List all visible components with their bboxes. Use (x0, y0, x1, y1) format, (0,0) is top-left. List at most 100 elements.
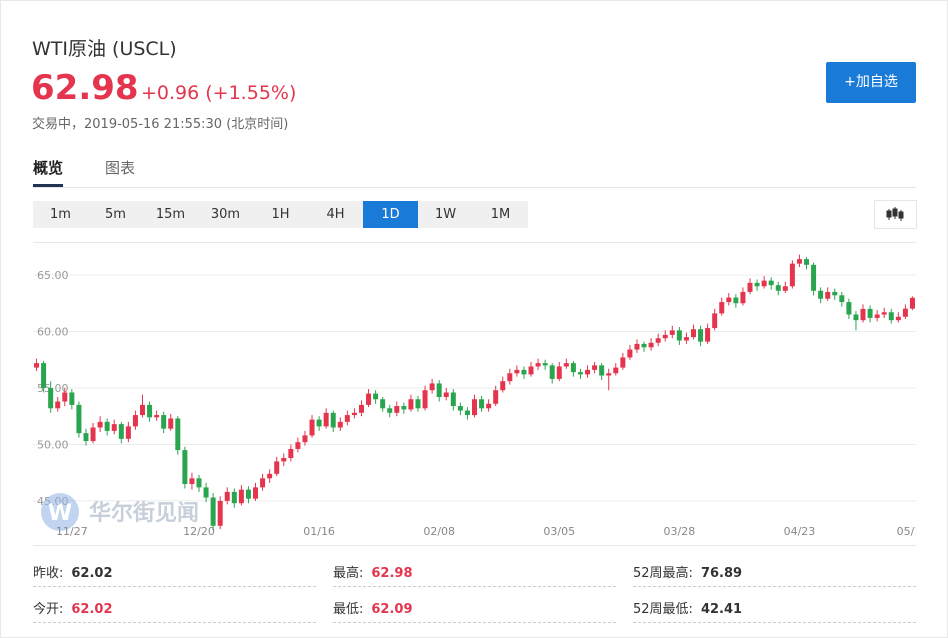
x-tick-label: 05/16 (897, 525, 916, 538)
candle-body (344, 415, 350, 422)
candle-body (648, 342, 654, 348)
candle-body (669, 330, 675, 335)
candle-body (754, 282, 760, 287)
candle-body (867, 308, 873, 318)
stat-value: 62.09 (371, 602, 413, 617)
interval-button[interactable]: 1H (271, 207, 290, 222)
candle-body (168, 418, 174, 429)
candle-body (295, 442, 301, 449)
stat-label: 52周最高: (633, 566, 693, 581)
tab[interactable]: 图表 (105, 159, 136, 177)
candle-body (132, 415, 138, 427)
candle-body (260, 478, 266, 488)
candle-body (337, 421, 343, 428)
candle-body (662, 334, 668, 339)
candle-body (401, 406, 407, 410)
stat-label: 昨收: (33, 566, 64, 581)
candle-body (909, 297, 915, 309)
interval-button[interactable]: 15m (155, 207, 186, 222)
add-watchlist-button[interactable]: +加自选 (826, 62, 916, 103)
candle-body (450, 392, 456, 407)
candle-body (34, 363, 40, 368)
candle-body (683, 337, 689, 341)
candle-body (387, 408, 393, 413)
candle-body (500, 381, 506, 391)
y-tick-label: 65.00 (37, 269, 69, 282)
candle-body (224, 491, 230, 501)
candle-body (479, 399, 485, 409)
candle-body (811, 264, 817, 291)
candle-body (281, 458, 287, 462)
x-tick-label: 03/05 (543, 525, 575, 538)
candle-body (245, 489, 251, 499)
interval-button[interactable]: 1D (363, 201, 418, 228)
candle-body (655, 338, 661, 343)
candle-body (394, 406, 400, 413)
candle-body (747, 282, 753, 292)
candle-body (55, 401, 61, 409)
watermark-text: 华尔街见闻 (89, 500, 199, 526)
stat: 52周最高: 76.89 (633, 562, 742, 581)
candle-body (712, 313, 718, 329)
candle-body (535, 363, 541, 367)
stat-value: 62.02 (71, 602, 113, 617)
candle-icon (886, 207, 904, 221)
candle-body (104, 421, 110, 431)
candle-body (874, 314, 880, 318)
candle-body (796, 259, 802, 264)
interval-button[interactable]: 1W (434, 207, 457, 222)
instrument-title: WTI原油 (USCL) (32, 38, 177, 60)
candle-body (620, 357, 626, 368)
candle-body (76, 404, 82, 434)
x-tick-label: 01/16 (303, 525, 335, 538)
candle-body (97, 421, 103, 428)
candle-body (634, 343, 640, 350)
candle-body (719, 302, 725, 314)
candle-body (161, 415, 167, 429)
candle-body (514, 369, 520, 374)
interval-button[interactable]: 5m (105, 207, 126, 222)
stat-value: 62.02 (71, 566, 113, 581)
stat: 今开: 62.02 (33, 598, 113, 617)
candle-body (189, 478, 195, 484)
candle-body (182, 450, 188, 484)
x-tick-label: 11/27 (56, 525, 88, 538)
stat-value: 76.89 (700, 566, 743, 581)
interval-button[interactable]: 1m (50, 207, 71, 222)
candle-body (761, 280, 767, 287)
interval-button[interactable]: 1M (490, 207, 511, 222)
candle-body (895, 316, 901, 321)
candle-body (839, 295, 845, 303)
candle-body (147, 404, 153, 418)
tab[interactable]: 概览 (33, 159, 64, 187)
divider (633, 622, 916, 623)
candle-body (570, 363, 576, 373)
candle-body (853, 314, 859, 321)
candle-body (422, 390, 428, 409)
candle-body (380, 399, 386, 409)
candle-body (231, 491, 237, 504)
candle-body (888, 312, 894, 321)
x-tick-label: 12/20 (183, 525, 215, 538)
interval-button[interactable]: 30m (210, 207, 241, 222)
candle-body (83, 433, 89, 442)
candle-body (302, 435, 308, 443)
candle-body (606, 373, 612, 376)
y-tick-label: 50.00 (37, 438, 69, 451)
candle-body (111, 424, 117, 431)
candle-body (217, 500, 223, 526)
candle-body (846, 302, 852, 315)
candle-body (373, 393, 379, 400)
candle-body (274, 461, 280, 474)
y-tick-label: 60.00 (37, 325, 69, 338)
interval-button[interactable]: 4H (326, 207, 345, 222)
candle-body (542, 363, 548, 366)
candle-body (366, 393, 372, 405)
trade-status: 交易中，2019-05-16 21:55:30 (北京时间) (32, 117, 289, 132)
watermark: W 华尔街见闻 (41, 493, 199, 531)
chart-type-button[interactable] (874, 200, 917, 229)
candle-body (267, 473, 273, 479)
stat: 昨收: 62.02 (33, 562, 113, 581)
candle-body (472, 399, 477, 416)
candle-body (69, 392, 75, 405)
